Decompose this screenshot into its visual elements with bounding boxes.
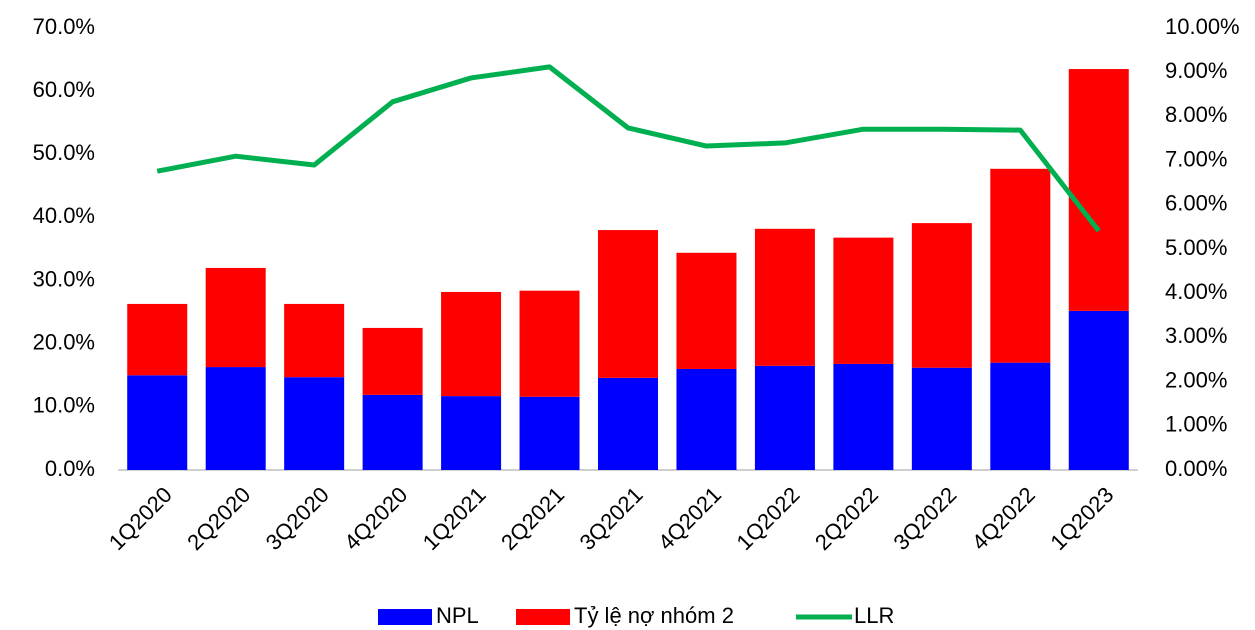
bar — [911, 223, 972, 368]
bar — [127, 303, 188, 376]
bar — [205, 367, 266, 470]
x-tick-label: 2Q2020 — [182, 482, 255, 555]
bar — [284, 377, 345, 470]
bar — [441, 396, 502, 470]
y-tick-label: 60.0% — [33, 77, 95, 102]
bar — [833, 237, 894, 364]
bar — [911, 367, 972, 470]
bar — [598, 230, 658, 378]
bar — [441, 291, 502, 397]
bar — [754, 365, 815, 470]
legend-label: Tỷ lệ nợ nhóm 2 — [574, 603, 734, 628]
bar — [362, 327, 423, 395]
x-tick-label: 4Q2022 — [967, 482, 1040, 555]
y2-tick-label: 1.00% — [1165, 412, 1227, 437]
y-tick-label: 70.0% — [33, 14, 95, 39]
x-tick-label: 3Q2020 — [261, 482, 334, 555]
x-tick-label: 3Q2022 — [888, 482, 961, 555]
bar — [990, 362, 1051, 470]
x-tick-label: 1Q2023 — [1045, 482, 1118, 555]
y2-tick-label: 7.00% — [1165, 146, 1227, 171]
bar — [127, 375, 188, 470]
bar — [990, 168, 1051, 363]
x-tick-label: 1Q2022 — [732, 482, 805, 555]
y2-tick-label: 9.00% — [1165, 58, 1227, 83]
y2-tick-label: 2.00% — [1165, 367, 1227, 392]
x-tick-label: 4Q2020 — [339, 482, 412, 555]
bar — [1068, 310, 1129, 470]
bar — [205, 267, 266, 368]
y2-tick-label: 6.00% — [1165, 191, 1227, 216]
x-tick-label: 1Q2021 — [418, 482, 491, 555]
bar — [284, 303, 345, 378]
x-tick-label: 4Q2021 — [653, 482, 726, 555]
line — [156, 64, 1101, 233]
bar — [362, 394, 423, 470]
x-tick-label: 3Q2021 — [575, 482, 648, 555]
x-tick-label: 1Q2020 — [104, 482, 177, 555]
y2-tick-label: 5.00% — [1165, 235, 1227, 260]
x-tick-label: 2Q2022 — [810, 482, 883, 555]
y-tick-label: 40.0% — [33, 203, 95, 228]
y2-tick-label: 0.00% — [1165, 456, 1227, 481]
y2-tick-label: 8.00% — [1165, 102, 1227, 127]
y2-tick-label: 4.00% — [1165, 279, 1227, 304]
y2-tick-label: 10.00% — [1165, 14, 1240, 39]
y2-tick-label: 3.00% — [1165, 323, 1227, 348]
bar — [598, 377, 658, 470]
y-tick-label: 20.0% — [33, 330, 95, 355]
y-tick-label: 50.0% — [33, 140, 95, 165]
legend-label: NPL — [436, 603, 479, 628]
legend-swatch — [378, 609, 432, 625]
bar — [676, 368, 737, 470]
bar — [519, 290, 580, 397]
bar — [519, 396, 580, 470]
x-tick-label: 2Q2021 — [496, 482, 569, 555]
y-tick-label: 0.0% — [45, 456, 95, 481]
bar — [754, 228, 815, 366]
bar — [833, 363, 894, 470]
y-tick-label: 30.0% — [33, 266, 95, 291]
bar — [676, 252, 737, 369]
bar — [1068, 69, 1129, 311]
y-tick-label: 10.0% — [33, 393, 95, 418]
legend-swatch — [516, 609, 570, 625]
legend-label: LLR — [854, 603, 894, 628]
